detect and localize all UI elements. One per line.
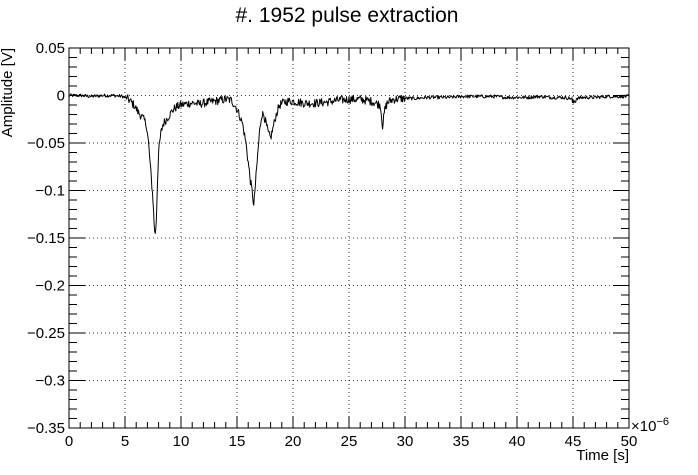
y-tick-label: −0.2 bbox=[35, 278, 65, 295]
y-tick-label: 0.05 bbox=[36, 40, 65, 57]
x-tick-label: 20 bbox=[285, 433, 302, 450]
grid bbox=[69, 48, 629, 428]
x-tick-label: 45 bbox=[565, 433, 582, 450]
y-tick-label: −0.35 bbox=[27, 420, 65, 437]
y-tick-label: −0.1 bbox=[35, 183, 65, 200]
x-tick-label: 10 bbox=[173, 433, 190, 450]
x-tick-label: 5 bbox=[121, 433, 129, 450]
series-layer bbox=[68, 93, 630, 235]
x-tick-label: 35 bbox=[453, 433, 470, 450]
series-line-0 bbox=[68, 93, 630, 235]
y-axis-title: Amplitude [V] bbox=[0, 48, 16, 137]
plot-frame bbox=[68, 47, 630, 429]
x-tick-label: 25 bbox=[341, 433, 358, 450]
x-axis-multiplier: ×10−6 bbox=[631, 416, 669, 435]
chart-title: #. 1952 pulse extraction bbox=[236, 4, 459, 27]
y-tick-label: 0 bbox=[57, 88, 65, 105]
x-tick-label: 30 bbox=[397, 433, 414, 450]
x-tick-label: 15 bbox=[229, 433, 246, 450]
x-tick-label: 50 bbox=[621, 433, 638, 450]
tick-labels: 0 5 10 15 20 25 30 35 40 45 50 0.05 0 −0.05 −0.1 −0.15 −… bbox=[27, 40, 637, 450]
y-tick-label: −0.3 bbox=[35, 373, 65, 390]
y-tick-label: −0.15 bbox=[27, 230, 65, 247]
x-tick-label: 0 bbox=[65, 433, 73, 450]
x-axis-multiplier-exponent: −6 bbox=[656, 416, 669, 428]
x-axis-multiplier-base: ×10 bbox=[631, 418, 656, 435]
x-axis-title: Time [s] bbox=[576, 447, 629, 464]
x-tick-label: 40 bbox=[509, 433, 526, 450]
y-tick-label: −0.05 bbox=[27, 135, 65, 152]
y-tick-label: −0.25 bbox=[27, 325, 65, 342]
